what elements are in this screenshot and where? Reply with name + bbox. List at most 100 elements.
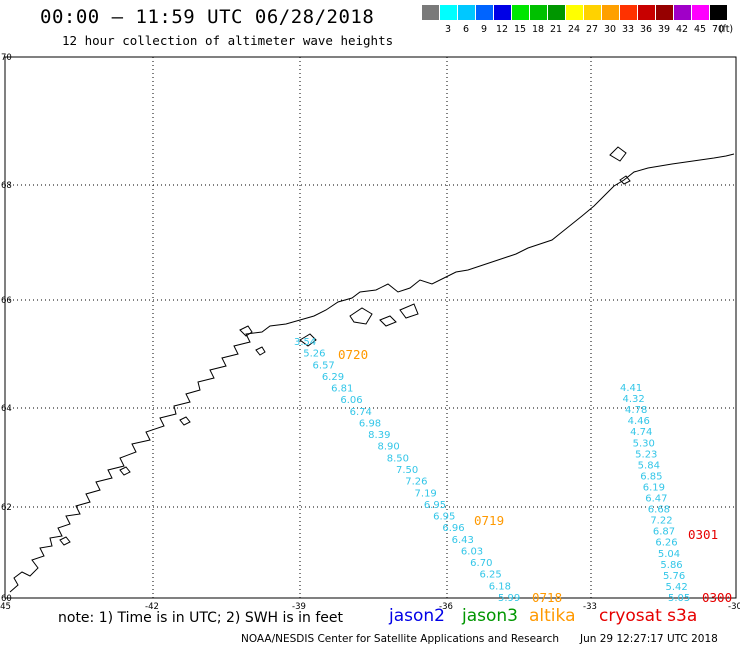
legend-label: 15 [513,24,527,35]
legend-swatch [530,5,547,20]
lat-label: 68 [1,181,12,191]
wave-track-b: 4.414.324.784.464.745.305.235.846.856.19… [620,383,690,604]
wave-height-label: 8.90 [377,442,399,453]
wave-height-label: 5.30 [633,438,655,449]
time-label: 0719 [474,513,504,528]
wave-height-label: 6.96 [442,523,464,534]
wave-height-label: 8.50 [387,453,409,464]
legend-label: 18 [531,24,545,35]
time-label: 0718 [532,590,562,605]
legend-swatch [440,5,457,20]
legend-label: 3 [444,24,452,35]
legend-label: 30 [603,24,617,35]
satellite-cryosat-s3a: cryosat s3a [599,606,698,626]
legend-label: 27 [585,24,599,35]
legend-swatch [476,5,493,20]
wave-height-label: 4.74 [630,427,652,438]
wave-height-label: 6.70 [470,558,492,569]
time-label: 0301 [688,527,718,542]
legend-label: 39 [657,24,671,35]
satellite-jason3: jason3 [462,606,518,626]
map-subtitle: 12 hour collection of altimeter wave hei… [62,33,394,48]
wave-height-label: 6.47 [645,494,667,505]
footer-credit: NOAA/NESDIS Center for Satellite Applica… [241,633,559,645]
map-frame [4,56,737,599]
lon-label: -42 [145,602,159,612]
wave-height-label: 6.03 [461,546,483,557]
wave-height-label: 7.26 [405,477,427,488]
legend-swatch [494,5,511,20]
wave-height-label: 4.41 [620,383,642,394]
color-legend: 3 6 9 12 15 18 21 24 27 30 33 36 39 42 45 70 (ft) [422,5,734,35]
wave-height-label: 5.84 [638,460,660,471]
time-label: 0300 [702,590,732,605]
lat-label: 66 [1,296,12,306]
legend-swatch [638,5,655,20]
wave-height-label: 4.78 [625,405,647,416]
wave-height-label: 6.74 [350,407,372,418]
legend-label: 21 [549,24,563,35]
legend-label: 12 [495,24,509,35]
lat-label: 70 [1,53,12,63]
lon-label: -36 [439,602,453,612]
wave-height-label: 6.85 [640,471,662,482]
legend-swatch [620,5,637,20]
wave-height-label: 6.57 [313,360,335,371]
legend-swatch [584,5,601,20]
greenland-coastline [9,153,735,593]
wave-height-label: 6.43 [452,535,474,546]
legend-label: 24 [567,24,581,35]
wave-height-label: 6.87 [653,527,675,538]
time-label: 0720 [338,347,368,362]
lon-label: -30 [728,602,740,612]
wave-height-label: 6.29 [322,372,344,383]
legend-swatch [692,5,709,20]
legend-swatch [548,5,565,20]
wave-height-label: 6.06 [340,395,362,406]
legend-swatch [602,5,619,20]
wave-height-label: 5.86 [660,560,682,571]
wave-height-label: 6.95 [433,512,455,523]
coastline-islands [59,146,631,546]
satellite-jason2: jason2 [389,606,445,626]
wave-height-label: 7.22 [650,516,672,527]
lat-label: 62 [1,503,12,513]
wave-height-label: 5.05 [668,593,690,604]
wave-height-label: 6.19 [643,482,665,493]
map-title: 00:00 – 11:59 UTC 06/28/2018 [40,6,375,28]
wave-height-label: 6.81 [331,384,353,395]
wave-height-label: 6.25 [479,570,501,581]
legend-swatch [674,5,691,20]
wave-height-label: 6.68 [648,505,670,516]
legend-label: 45 [693,24,707,35]
legend-swatch [710,5,727,20]
graticule: 70 68 66 64 62 60-45 -42 -39 -36 -33 -30 [0,53,740,612]
wave-height-label: 8.39 [368,430,390,441]
wave-height-label: 3.54 [294,337,316,348]
wave-height-label: 7.50 [396,465,418,476]
wave-height-label: 5.04 [658,549,680,560]
lon-label: -39 [292,602,306,612]
wave-height-label: 4.32 [623,394,645,405]
wave-height-label: 6.95 [424,500,446,511]
legend-label: 9 [480,24,488,35]
satellite-altika: altika [529,606,576,626]
wave-height-label: 6.98 [359,418,381,429]
lon-label: -33 [583,602,597,612]
wave-height-label: 5.76 [663,571,685,582]
wave-height-label: 4.46 [628,416,650,427]
lat-label: 60 [1,594,12,604]
legend-label: 42 [675,24,689,35]
wave-height-label: 6.26 [655,538,677,549]
wave-height-label: 5.42 [665,582,687,593]
footer-timestamp: Jun 29 12:27:17 UTC 2018 [580,633,718,645]
wave-track-a: 3.545.266.576.296.816.066.746.988.398.90… [294,337,520,604]
legend-swatch [458,5,475,20]
legend-swatch [422,5,439,20]
legend-label: 70 [711,24,725,35]
wave-height-label: 7.19 [415,488,437,499]
wave-height-label: 5.26 [303,349,325,360]
legend-swatch [656,5,673,20]
lat-label: 64 [1,404,12,414]
